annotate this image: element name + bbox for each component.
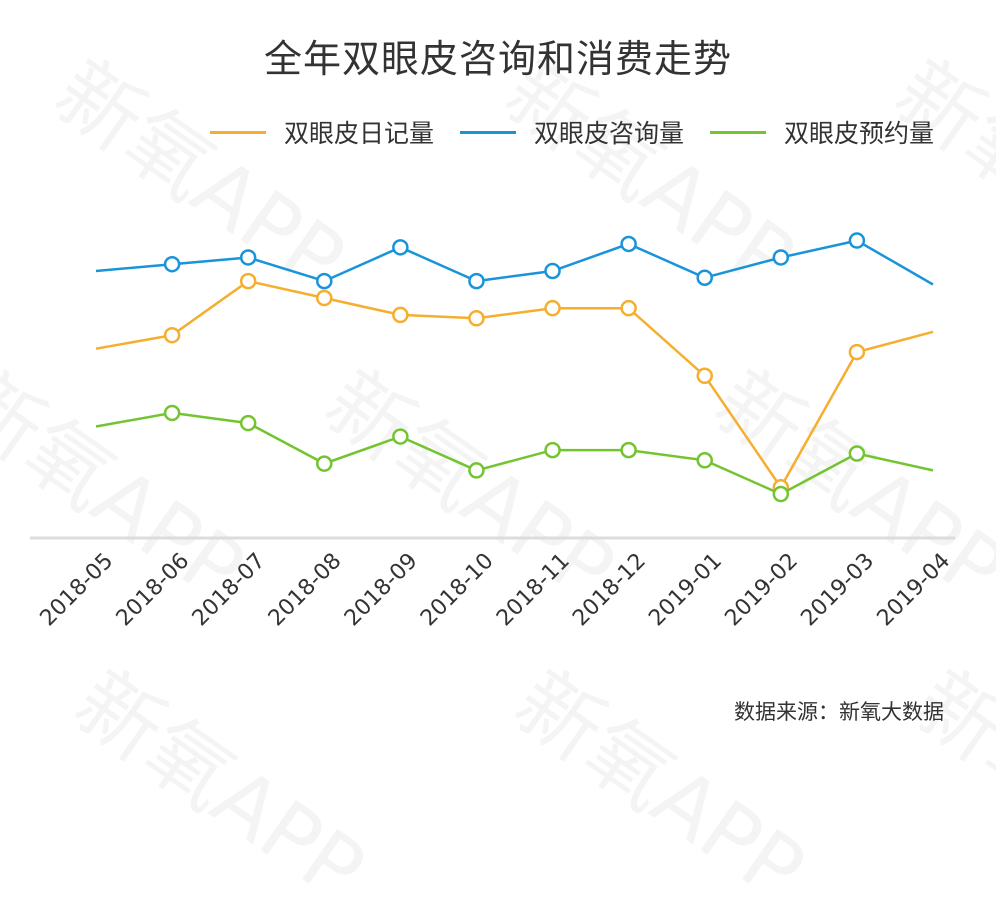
data-point-marker[interactable] xyxy=(544,299,561,317)
x-axis-tick-label: 2018-05 xyxy=(36,549,119,632)
x-axis-tick-label: 2018-09 xyxy=(340,549,423,632)
line-chart-plot: 2018-052018-062018-072018-082018-092018-… xyxy=(30,232,956,632)
legend: 双眼皮日记量 双眼皮咨询量 双眼皮预约量 xyxy=(210,112,960,152)
x-axis-tick-label: 2019-03 xyxy=(796,549,879,632)
legend-label: 双眼皮咨询量 xyxy=(534,119,685,148)
series-0 xyxy=(95,272,934,496)
data-point-marker[interactable] xyxy=(696,452,713,469)
data-point-marker[interactable] xyxy=(848,445,866,462)
x-axis-tick-label: 2018-08 xyxy=(264,549,347,632)
data-point-marker[interactable] xyxy=(772,249,790,266)
data-point-marker[interactable] xyxy=(316,272,333,290)
data-point-marker[interactable] xyxy=(772,485,790,503)
data-point-marker[interactable] xyxy=(696,269,713,286)
x-axis-tick-label: 2018-06 xyxy=(112,549,195,632)
data-point-marker[interactable] xyxy=(468,310,485,327)
series-line xyxy=(95,411,934,496)
data-point-marker[interactable] xyxy=(239,414,257,432)
x-axis-tick-label: 2019-02 xyxy=(720,549,803,632)
legend-swatch-green xyxy=(710,130,767,134)
data-point-marker[interactable] xyxy=(163,404,181,422)
legend-label: 双眼皮日记量 xyxy=(284,119,435,148)
legend-swatch-orange xyxy=(210,130,266,134)
x-axis-tick-label: 2018-11 xyxy=(492,549,575,632)
series-1 xyxy=(95,232,934,290)
data-point-marker[interactable] xyxy=(696,367,713,385)
data-point-marker[interactable] xyxy=(848,343,866,361)
data-point-marker[interactable] xyxy=(468,462,485,479)
legend-label: 双眼皮预约量 xyxy=(784,119,935,148)
data-point-marker[interactable] xyxy=(620,299,637,317)
x-axis-tick-label: 2018-07 xyxy=(188,549,271,632)
legend-item-diary[interactable]: 双眼皮日记量 xyxy=(210,114,434,150)
legend-item-consult[interactable]: 双眼皮咨询量 xyxy=(460,114,684,150)
x-axis-tick-label: 2018-10 xyxy=(416,549,499,632)
data-point-marker[interactable] xyxy=(392,306,409,324)
legend-swatch-blue xyxy=(460,130,517,134)
data-point-marker[interactable] xyxy=(163,326,181,344)
data-point-marker[interactable] xyxy=(239,272,257,290)
x-axis-tick-label: 2019-04 xyxy=(873,549,956,632)
series-layer xyxy=(95,232,934,503)
x-axis-tick-label: 2018-12 xyxy=(568,549,651,632)
data-point-marker[interactable] xyxy=(544,262,561,280)
data-point-marker[interactable] xyxy=(620,235,637,253)
data-point-marker[interactable] xyxy=(620,441,637,459)
data-point-marker[interactable] xyxy=(392,239,409,256)
data-point-marker[interactable] xyxy=(544,441,561,459)
data-point-marker[interactable] xyxy=(848,232,866,249)
data-source-note: 数据来源：新氧大数据 xyxy=(734,700,944,724)
data-point-marker[interactable] xyxy=(392,428,409,445)
data-point-marker[interactable] xyxy=(316,455,333,472)
legend-item-booking[interactable]: 双眼皮预约量 xyxy=(710,114,934,150)
data-point-marker[interactable] xyxy=(163,255,181,273)
series-2 xyxy=(95,404,934,503)
chart-title: 全年双眼皮咨询和消费走势 xyxy=(263,37,732,81)
series-line xyxy=(95,279,934,490)
series-line xyxy=(95,239,934,286)
x-axis-tick-label: 2019-01 xyxy=(644,549,727,632)
data-point-marker[interactable] xyxy=(239,249,257,266)
x-axis-labels: 2018-052018-062018-072018-082018-092018-… xyxy=(36,549,956,632)
data-point-marker[interactable] xyxy=(316,289,333,307)
data-point-marker[interactable] xyxy=(468,272,485,290)
